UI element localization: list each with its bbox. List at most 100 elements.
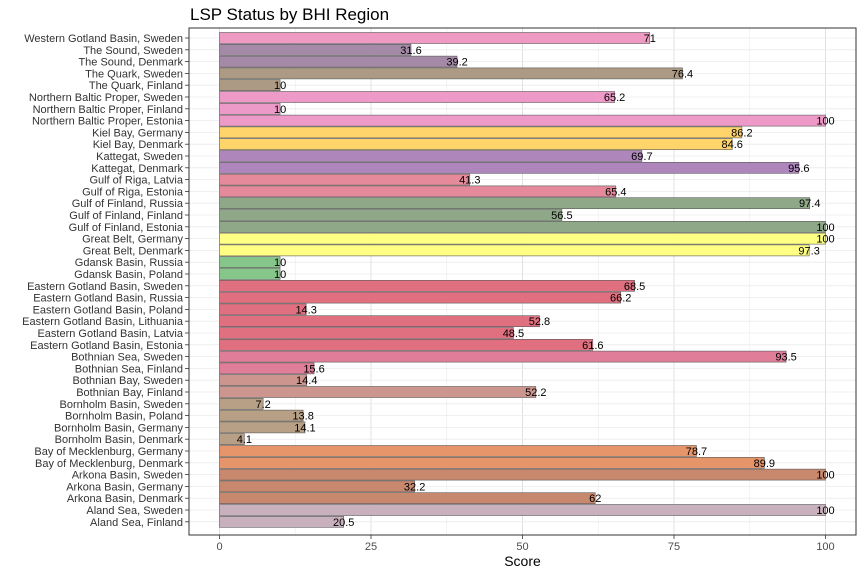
- bar: [219, 338, 594, 351]
- y-tick-label: Northern Baltic Proper, Sweden: [29, 92, 183, 104]
- bar: [219, 138, 733, 150]
- bar-value-label: 52.8: [529, 316, 550, 328]
- bar: [219, 445, 697, 457]
- bar-value-label: 76.4: [672, 68, 693, 80]
- bar: [219, 103, 281, 115]
- panel-border: [188, 27, 857, 536]
- y-tick-label: Gulf of Riga, Latvia: [89, 175, 183, 187]
- y-tick-label: Arkona Basin, Germany: [66, 481, 183, 493]
- bar-value-label: 32.2: [404, 481, 425, 493]
- y-tick-label: Arkona Basin, Sweden: [72, 470, 183, 482]
- y-tick-label: Eastern Gotland Basin, Lithuania: [22, 316, 184, 328]
- bar: [219, 315, 540, 328]
- y-tick-label: Aland Sea, Finland: [90, 517, 183, 529]
- y-tick-label: Great Belt, Denmark: [83, 245, 184, 257]
- x-tick-layer: 0 25 50 75 100: [216, 535, 835, 553]
- y-tick-label: The Sound, Sweden: [83, 45, 183, 57]
- bar: [219, 209, 563, 221]
- bar-value-label: 41.3: [459, 175, 480, 187]
- bar-value-label: 7.2: [255, 399, 270, 411]
- y-tick-label: Bornholm Basin, Sweden: [59, 399, 183, 411]
- bar: [219, 173, 471, 186]
- y-tick-label: Kattegat, Sweden: [96, 151, 183, 163]
- bar-value-label: 48.5: [503, 328, 524, 340]
- y-tick-label: Gdansk Basin, Poland: [74, 269, 183, 281]
- bar-value-label: 39.2: [446, 57, 467, 69]
- y-tick-label: Eastern Gotland Basin, Latvia: [37, 328, 183, 340]
- y-tick-label: Great Belt, Germany: [82, 234, 183, 246]
- bar-value-label: 68.5: [624, 281, 645, 293]
- bar-value-label: 56.5: [551, 210, 572, 222]
- bar-value-label: 14.3: [295, 304, 316, 316]
- bar: [219, 468, 826, 481]
- bar-layer: [219, 32, 826, 528]
- bar: [219, 91, 615, 103]
- bar-value-label: 14.1: [294, 422, 315, 434]
- bar-value-label: 93.5: [775, 352, 796, 364]
- bar-value-label: 66.2: [610, 293, 631, 305]
- bar: [219, 456, 765, 469]
- y-tick-label: Eastern Gotland Basin, Russia: [33, 293, 184, 305]
- bar: [219, 362, 315, 375]
- bar-value-label: 100: [816, 116, 834, 128]
- bar-value-label: 15.6: [303, 363, 324, 375]
- bar: [219, 43, 412, 56]
- bar: [219, 114, 826, 127]
- bar: [219, 291, 621, 304]
- label-layer: 71 31.6 39.2 76.4 10 65.2 10 100 86.284.6 69.7 95.…: [237, 33, 835, 529]
- y-tick-label: Bothnian Sea, Sweden: [71, 352, 183, 364]
- bar: [219, 256, 281, 269]
- bar: [219, 374, 308, 387]
- bar: [219, 327, 514, 339]
- y-tick-label: Bornholm Basin, Germany: [54, 422, 183, 434]
- x-tick-label: 25: [365, 541, 377, 553]
- y-tick-label: Gulf of Finland, Finland: [69, 210, 183, 222]
- y-tick-label: The Quark, Finland: [89, 80, 183, 92]
- bar-value-label: 95.6: [788, 163, 809, 175]
- bar-value-label: 69.7: [631, 151, 652, 163]
- bar: [219, 504, 826, 516]
- bar: [219, 492, 596, 505]
- bar: [219, 515, 345, 528]
- bar: [219, 150, 643, 162]
- y-tick-label: Bothnian Bay, Finland: [76, 387, 183, 399]
- bar-value-label: 4.1: [237, 434, 252, 446]
- y-tick-label: Gulf of Finland, Estonia: [69, 222, 184, 234]
- bar: [219, 79, 281, 91]
- y-tick-label: The Sound, Denmark: [78, 57, 183, 69]
- bar-value-label: 62: [589, 493, 601, 505]
- bar: [219, 433, 245, 446]
- y-tick-label: Eastern Gotland Basin, Sweden: [27, 281, 183, 293]
- y-tick-label: Kiel Bay, Germany: [92, 127, 183, 139]
- bar-value-label: 10: [274, 80, 286, 92]
- y-tick-label: Kattegat, Denmark: [91, 163, 183, 175]
- bar-value-label: 61.6: [582, 340, 603, 352]
- bar-value-label: 100: [816, 222, 834, 234]
- bar: [219, 409, 304, 422]
- y-tick-label: Western Gotland Basin, Sweden: [24, 33, 183, 45]
- bar-value-label: 89.9: [754, 458, 775, 470]
- bar: [219, 279, 635, 292]
- bar-value-label: 97.4: [799, 198, 820, 210]
- y-tick-label: Gulf of Finland, Russia: [72, 198, 184, 210]
- y-tick-label: Bay of Mecklenburg, Germany: [34, 446, 183, 458]
- bar-value-label: 84.6: [721, 139, 742, 151]
- bar-value-label: 100: [816, 470, 834, 482]
- x-tick-label: 100: [816, 541, 834, 553]
- bar: [219, 197, 811, 209]
- y-tick-label: Kiel Bay, Denmark: [93, 139, 184, 151]
- bar: [219, 126, 743, 139]
- y-tick-label: Eastern Gotland Basin, Poland: [33, 304, 183, 316]
- y-tick-label: Northern Baltic Proper, Finland: [33, 104, 183, 116]
- y-tick-label: Aland Sea, Sweden: [86, 505, 183, 517]
- x-tick-label: 0: [216, 541, 222, 553]
- bar-value-label: 31.6: [400, 45, 421, 57]
- bar-value-label: 14.4: [296, 375, 317, 387]
- y-tick-label: Bay of Mecklenburg, Denmark: [35, 458, 183, 470]
- y-tick-label: Bothnian Sea, Finland: [75, 363, 183, 375]
- bar-value-label: 10: [274, 257, 286, 269]
- bar: [219, 268, 281, 280]
- bar-value-label: 10: [274, 104, 286, 116]
